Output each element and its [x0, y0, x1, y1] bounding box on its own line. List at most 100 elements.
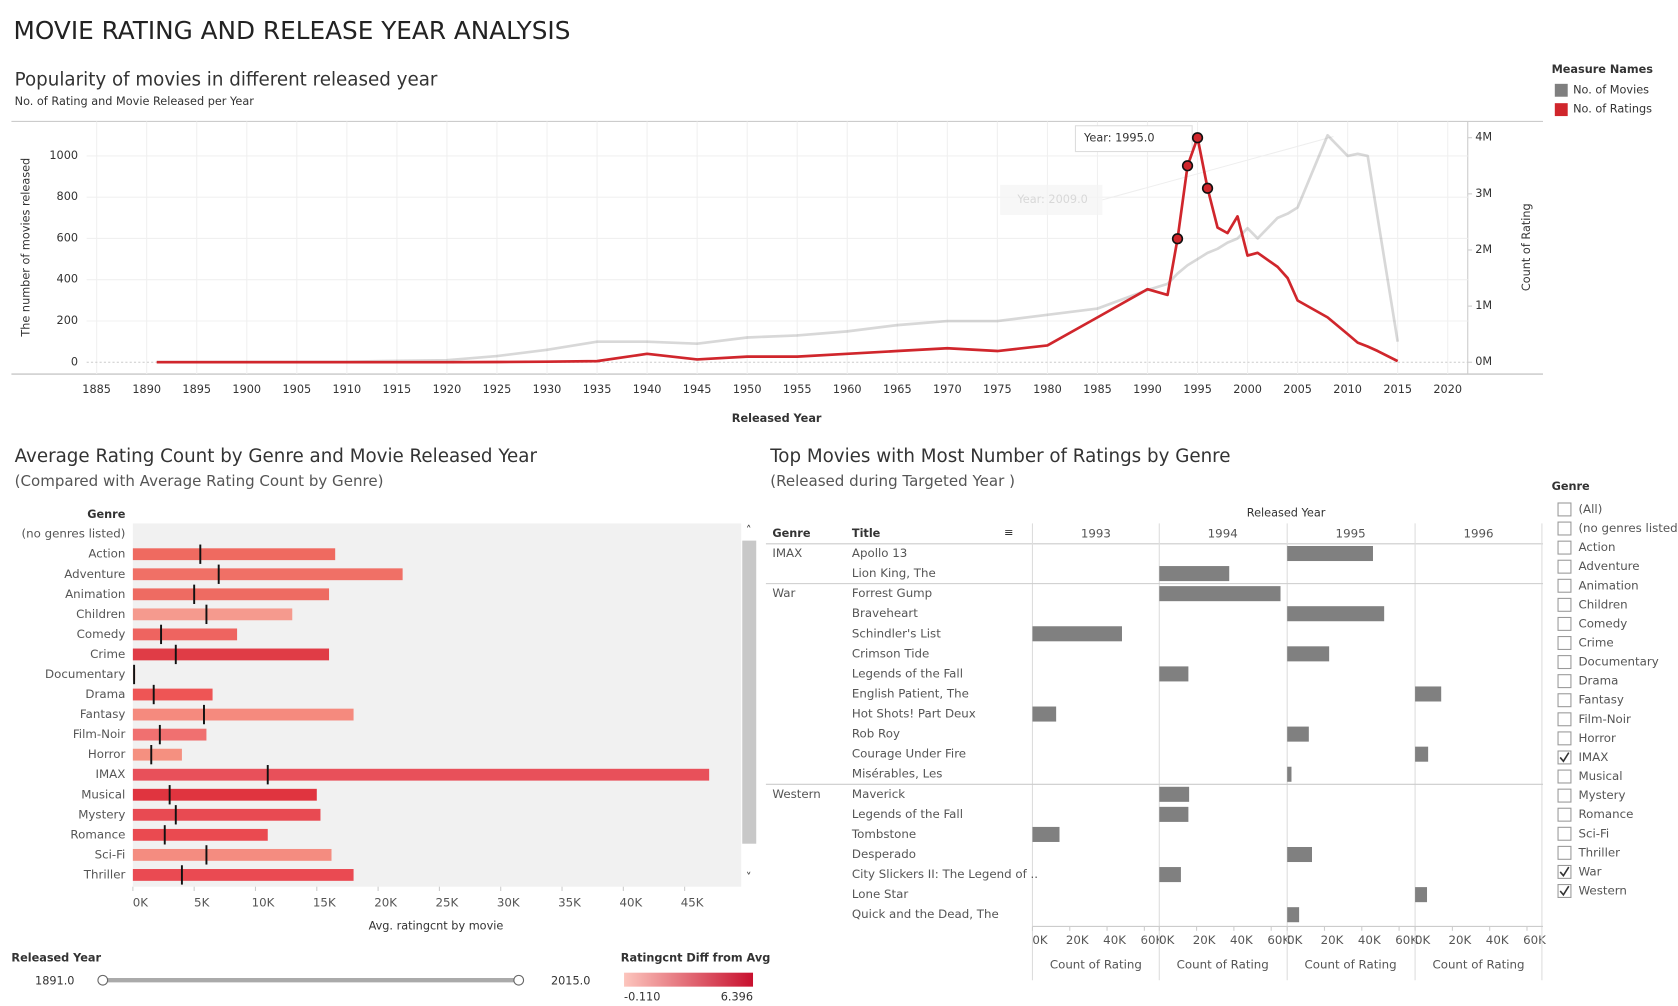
filter-option[interactable]: Horror [1578, 731, 1616, 745]
checkbox[interactable] [1557, 731, 1572, 746]
row-label: Maverick [852, 787, 905, 801]
filter-option[interactable]: Fantasy [1578, 693, 1623, 707]
bar [1287, 646, 1330, 662]
dashboard-title: MOVIE RATING AND RELEASE YEAR ANALYSIS [14, 16, 571, 45]
bar [1159, 806, 1189, 822]
x-tick-label: 2000 [1233, 383, 1262, 396]
filter-option[interactable]: Drama [1578, 674, 1618, 688]
filter-option[interactable]: Musical [1578, 769, 1622, 783]
y-tick-label: Drama [85, 687, 125, 701]
bar [1415, 746, 1429, 762]
checkbox[interactable] [1557, 578, 1572, 593]
filter-option[interactable]: (no genres listed) [1578, 521, 1678, 535]
filter-option[interactable]: Comedy [1578, 616, 1627, 630]
filter-option[interactable]: Film-Noir [1578, 712, 1631, 726]
x-tick-label: 1915 [383, 383, 412, 396]
x-tick-label: 60K [1395, 933, 1418, 947]
filter-option[interactable]: IMAX [1578, 750, 1608, 764]
x-tick-label: 5K [194, 895, 210, 909]
x-tick-label: 1920 [433, 383, 462, 396]
series-line [156, 133, 1400, 364]
checkbox[interactable] [1557, 807, 1572, 822]
x-axis-title: Count of Rating [1177, 958, 1269, 972]
bar [132, 748, 182, 761]
checkbox[interactable] [1557, 502, 1572, 517]
checkbox[interactable] [1557, 788, 1572, 803]
bar [1415, 686, 1442, 702]
bar [132, 828, 268, 841]
check-mark [1559, 885, 1570, 897]
chart-subtitle: No. of Rating and Movie Released per Yea… [15, 95, 255, 108]
checkbox[interactable] [1557, 597, 1572, 612]
x-tick-label: 40K [1358, 933, 1381, 947]
highlight-point [1181, 160, 1194, 172]
bar [1287, 766, 1292, 782]
highlight-point [1201, 182, 1214, 194]
filter-option[interactable]: Documentary [1578, 655, 1658, 669]
slider-handle[interactable] [97, 974, 109, 986]
filter-title: Genre [1552, 480, 1590, 493]
x-tick-label: 30K [497, 895, 520, 909]
x-axis-title: Count of Rating [1432, 958, 1524, 972]
y-tick-label: Romance [70, 827, 125, 841]
bar [132, 588, 330, 601]
bar [132, 808, 321, 821]
checkbox[interactable] [1557, 559, 1572, 574]
annotation: Year: 1995.0 [1083, 132, 1154, 145]
checkbox[interactable] [1557, 636, 1572, 650]
filter-option[interactable]: Western [1578, 883, 1626, 897]
x-tick-label: 1930 [533, 383, 562, 396]
checkbox[interactable] [1557, 521, 1572, 536]
x-tick-label: 2020 [1433, 383, 1462, 396]
x-tick-label: 40K [619, 895, 642, 909]
bar [132, 708, 354, 721]
filter-option[interactable]: Adventure [1578, 559, 1639, 573]
y2-axis-title: Count of Rating [1520, 203, 1533, 291]
scrollbar[interactable] [742, 540, 757, 844]
checkbox[interactable] [1557, 769, 1572, 784]
y-tick-label: Fantasy [80, 707, 125, 721]
y-tick-label: 800 [57, 190, 79, 203]
x-tick-label: 0K [1159, 933, 1175, 947]
bar [132, 548, 336, 561]
filter-option[interactable]: Animation [1578, 578, 1638, 592]
chart-title: Popularity of movies in different releas… [15, 70, 438, 91]
checkbox[interactable] [1557, 693, 1572, 708]
highlight-point [1191, 132, 1204, 144]
x-tick-label: 60K [1523, 933, 1546, 947]
row-label: Legends of the Fall [852, 666, 963, 680]
filter-option[interactable]: Mystery [1578, 788, 1625, 802]
bar [132, 788, 317, 801]
filter-option[interactable]: Romance [1578, 807, 1633, 821]
x-tick-label: 1895 [182, 383, 211, 396]
y-tick-label: Children [76, 607, 125, 621]
checkbox[interactable] [1557, 845, 1572, 860]
x-tick-label: 20K [374, 895, 397, 909]
filter-option[interactable]: War [1578, 864, 1601, 878]
bar [1287, 907, 1300, 923]
checkbox[interactable] [1557, 826, 1572, 841]
checkbox[interactable] [1557, 655, 1572, 670]
x-tick-label: 1960 [833, 383, 862, 396]
slider-handle[interactable] [513, 974, 525, 986]
scroll-arrow: ˄ [746, 524, 752, 537]
y-tick-label: Thriller [83, 867, 126, 881]
filter-option[interactable]: Children [1578, 597, 1627, 611]
checkbox[interactable] [1557, 616, 1572, 631]
filter-option[interactable]: Thriller [1577, 845, 1620, 859]
checkbox[interactable] [1557, 712, 1572, 727]
y-tick-label: 400 [57, 273, 79, 286]
row-label: Forrest Gump [852, 586, 932, 600]
checkbox[interactable] [1557, 540, 1572, 555]
filter-option[interactable]: Action [1578, 540, 1615, 554]
filter-option[interactable]: (All) [1578, 502, 1602, 516]
y-tick-label: Crime [90, 647, 125, 661]
x-tick-label: 15K [313, 895, 336, 909]
x-axis-title: Count of Rating [1305, 958, 1397, 972]
bar [1415, 887, 1428, 903]
checkbox[interactable] [1557, 674, 1572, 689]
filter-option[interactable]: Crime [1578, 635, 1613, 649]
filter-option[interactable]: Sci-Fi [1578, 826, 1609, 840]
x-tick-label: 1925 [483, 383, 512, 396]
